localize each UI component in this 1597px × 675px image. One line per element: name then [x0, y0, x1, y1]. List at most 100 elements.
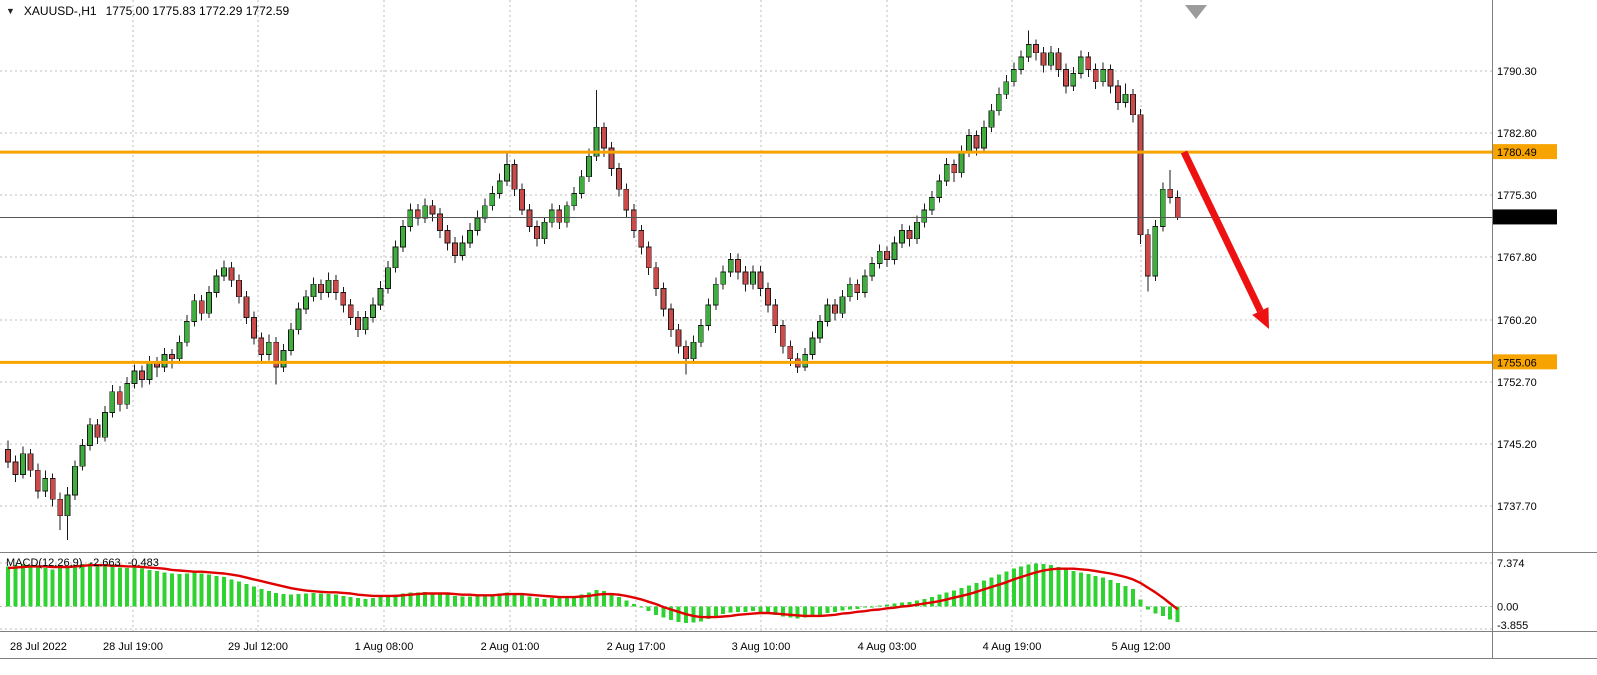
candle-body — [303, 296, 309, 310]
macd-histogram-bar — [1175, 606, 1180, 623]
macd-histogram-bar — [877, 605, 882, 607]
arrow-head[interactable] — [1252, 307, 1269, 329]
macd-histogram-bar — [1049, 565, 1053, 607]
macd-histogram-bar — [259, 588, 264, 607]
candle-body — [206, 292, 213, 314]
candle-body — [347, 304, 354, 318]
candle-body — [377, 288, 384, 306]
price-tick-label: 1752.70 — [1497, 377, 1537, 389]
macd-histogram-bar — [475, 595, 480, 607]
candle-body — [280, 350, 287, 368]
candle-body — [802, 354, 809, 368]
macd-histogram-bar — [467, 596, 472, 607]
macd-histogram-bar — [333, 594, 338, 607]
price-tick-label: 1790.30 — [1497, 66, 1537, 78]
macd-histogram-bar — [810, 606, 815, 617]
candle-body — [12, 461, 19, 475]
candle-body — [981, 126, 987, 149]
time-axis[interactable]: 28 Jul 2022 28 Jul 19:00 29 Jul 12:00 1 Aug… — [10, 641, 1170, 653]
arrow-shaft[interactable] — [1180, 150, 1264, 313]
macd-histogram-bar — [348, 597, 353, 607]
macd-histogram-bar — [73, 565, 78, 607]
candle-body — [779, 325, 786, 347]
macd-histogram-bar — [788, 606, 793, 618]
macd-histogram-bar — [1160, 606, 1165, 616]
candle-body — [1130, 93, 1136, 116]
candle-body — [519, 188, 525, 211]
macd-histogram-bar — [415, 592, 420, 607]
macd-histogram-bar — [959, 588, 964, 607]
macd-histogram-bar — [527, 596, 532, 607]
candle-body — [1137, 114, 1144, 236]
macd-histogram-bar — [1093, 575, 1098, 607]
macd-histogram-bar — [490, 594, 495, 607]
candle-body — [1025, 44, 1032, 58]
symbol-dropdown-icon[interactable]: ▼ — [6, 5, 15, 16]
ohlc-readout: 1775.00 1775.83 1772.29 1772.59 — [105, 4, 290, 18]
macd-histogram-bar — [117, 567, 122, 607]
macd-histogram-bar — [669, 606, 674, 621]
candle-body — [638, 230, 645, 248]
macd-histogram-bar — [1041, 564, 1046, 607]
macd-histogram-bar — [20, 564, 25, 607]
macd-histogram-bar — [579, 594, 584, 607]
macd-histogram-bar — [795, 606, 800, 619]
candle-body — [236, 279, 242, 298]
candle-body — [616, 168, 622, 190]
macd-tick-label: 7.374 — [1497, 558, 1525, 570]
candle-body — [668, 308, 674, 331]
macd-histogram-bar — [557, 598, 562, 607]
candle-body — [586, 155, 592, 178]
shift-marker-triangle[interactable] — [1185, 5, 1207, 19]
candle-body — [191, 300, 198, 322]
time-tick-label: 2 Aug 17:00 — [607, 641, 666, 653]
macd-histogram-bar — [520, 594, 525, 607]
macd-histogram-bar — [862, 606, 867, 608]
candle-body — [511, 164, 518, 190]
macd-value-main: -2.663 — [89, 557, 121, 569]
macd-histogram-bar — [721, 606, 726, 615]
macd-histogram-bar — [35, 566, 40, 607]
price-tick-label: 1737.70 — [1497, 501, 1537, 513]
candle-body — [861, 275, 868, 293]
macd-signal-line — [7, 564, 1179, 619]
macd-tick-label: -3.855 — [1497, 620, 1528, 632]
macd-histogram-bar — [780, 606, 785, 617]
macd-histogram-bar — [765, 606, 770, 613]
horizontal-support-resistance-lines[interactable] — [0, 150, 1492, 364]
macd-histogram-bar — [155, 571, 159, 607]
price-axis[interactable]: 1780.49 1755.06 1772.59 1790.30 1782.80 1775.… — [1493, 66, 1557, 632]
macd-histogram-bar — [773, 606, 778, 615]
candle-body — [1048, 52, 1054, 66]
macd-histogram-bar — [885, 604, 890, 607]
candle-body — [422, 205, 429, 219]
candle-body — [198, 300, 205, 314]
candle-body — [5, 449, 11, 463]
macd-histogram-bar — [505, 592, 510, 607]
candle-body — [906, 230, 913, 240]
candle-body — [891, 242, 898, 260]
candle-body — [534, 226, 540, 240]
candle-body — [645, 246, 652, 269]
macd-histogram-bar — [80, 564, 85, 607]
macd-histogram-bar — [65, 566, 70, 607]
price-tick-label: 1775.30 — [1497, 190, 1537, 202]
macd-histogram-bar — [654, 606, 659, 615]
macd-histogram-bar — [453, 595, 457, 607]
trend-arrow-annotation[interactable] — [1180, 150, 1269, 329]
candle-body — [34, 469, 41, 492]
panel-separators — [0, 0, 1597, 659]
macd-histogram-bar — [728, 606, 733, 613]
candle-body — [817, 321, 823, 339]
candle-body — [742, 271, 749, 285]
candle-body — [228, 267, 235, 281]
time-tick-label: 28 Jul 19:00 — [103, 641, 163, 653]
candle-body — [57, 498, 64, 517]
candle-body — [504, 164, 511, 182]
macd-histogram-bar — [363, 598, 368, 607]
candle-body — [1055, 52, 1062, 70]
candle-body — [1010, 68, 1017, 83]
candle-body — [168, 354, 175, 360]
